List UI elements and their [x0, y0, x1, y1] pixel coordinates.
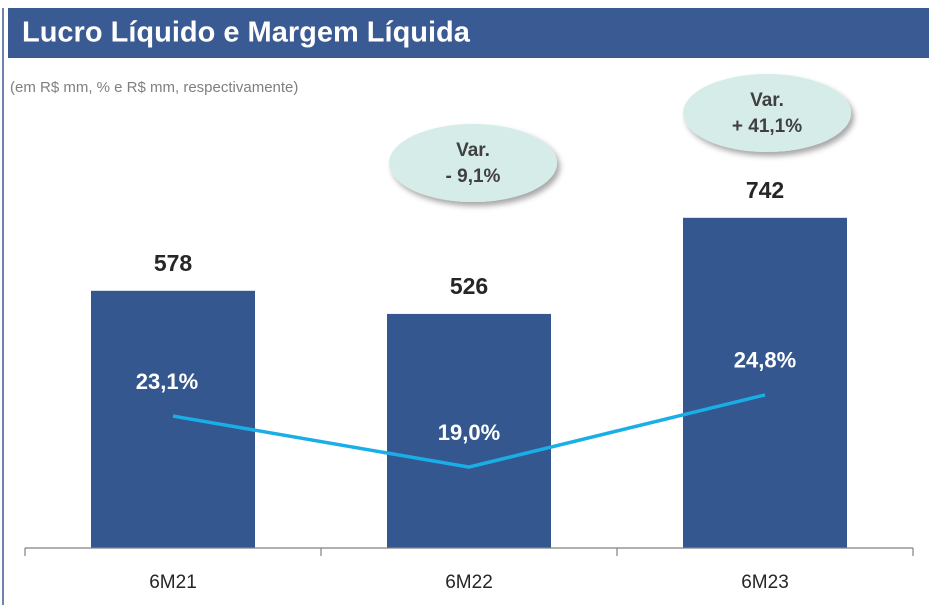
annotation-bubble [389, 124, 557, 202]
x-tick-label: 6M23 [741, 572, 789, 593]
bar [91, 290, 255, 548]
x-tick-label: 6M21 [149, 572, 197, 593]
line-value-label: 23,1% [136, 369, 198, 394]
bar [683, 217, 847, 548]
line [172, 393, 766, 469]
annotation-text: Var. [456, 140, 490, 161]
annotation-text: + 41,1% [732, 116, 802, 137]
bar-value-label: 742 [746, 177, 784, 203]
line-value-label: 19,0% [438, 420, 500, 445]
bar-value-label: 578 [154, 250, 193, 276]
title-bar [8, 8, 929, 58]
bar [387, 313, 551, 548]
bar-value-label: 526 [450, 273, 488, 299]
chart-subtitle: (em R$ mm, % e R$ mm, respectivamente) [10, 79, 298, 96]
x-tick-label: 6M22 [445, 572, 493, 593]
line-value-label: 24,8% [734, 348, 796, 373]
chart-title: Lucro Líquido e Margem Líquida [22, 17, 471, 49]
annotation-bubble [683, 74, 851, 152]
annotation-text: - 9,1% [446, 166, 501, 187]
annotation-text: Var. [750, 90, 784, 111]
